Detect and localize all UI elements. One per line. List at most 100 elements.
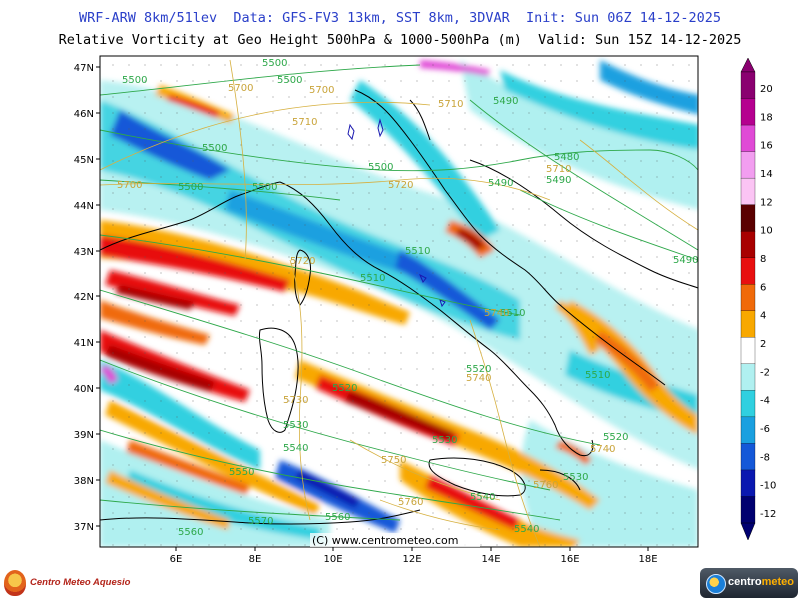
colorbar-label: -8 xyxy=(760,452,770,463)
lakes xyxy=(347,118,446,308)
lat-tick-label: 42N xyxy=(74,292,94,303)
colorbar-label: -12 xyxy=(760,509,776,520)
contour-label: 5500 xyxy=(178,182,203,193)
colorbar-swatch xyxy=(740,71,756,99)
colorbar-swatch xyxy=(740,231,756,259)
lat-tick-label: 46N xyxy=(74,109,94,120)
contour-label: 5570 xyxy=(248,516,273,527)
geopotential-500-contours xyxy=(100,64,698,521)
logo-left-text: Centro Meteo Aquesio xyxy=(30,577,131,588)
colorbar-top-arrow xyxy=(740,57,756,73)
contour-label: 5490 xyxy=(488,178,513,189)
globe-icon xyxy=(706,574,726,594)
logo-symbol-icon xyxy=(4,570,26,596)
colorbar-label: 16 xyxy=(760,141,773,152)
latitude-axis: 47N 46N 45N 44N 43N 42N 41N 40N 39N 38N … xyxy=(74,63,100,533)
colorbar-swatch xyxy=(740,416,756,444)
lat-tick-label: 44N xyxy=(74,201,94,212)
contour-label: 5540 xyxy=(470,492,495,503)
centro-meteo-aquesio-logo[interactable]: Centro Meteo Aquesio xyxy=(2,570,130,596)
contour-label: 5740 xyxy=(466,373,491,384)
coastlines xyxy=(100,89,698,525)
lon-tick-label: 12E xyxy=(402,554,421,565)
lon-tick-label: 16E xyxy=(560,554,579,565)
credit-text: (C) www.centrometeo.com xyxy=(312,534,458,547)
lat-tick-label: 43N xyxy=(74,247,94,258)
contour-label: 5750 xyxy=(381,455,406,466)
colorbar-label: -6 xyxy=(760,424,770,435)
contour-label: 5760 xyxy=(398,497,423,508)
contour-label: 5510 xyxy=(405,246,430,257)
colorbar-swatch xyxy=(740,363,756,391)
logo-right-text: centrometeo xyxy=(728,576,794,588)
colorbar-swatch xyxy=(740,443,756,471)
colorbar-label: 2 xyxy=(760,339,766,350)
contour-label: 5500 xyxy=(202,143,227,154)
contour-label: 5710 xyxy=(292,117,317,128)
lat-tick-label: 45N xyxy=(74,155,94,166)
colorbar-label: 12 xyxy=(760,197,773,208)
contour-label: 5500 xyxy=(368,162,393,173)
colorbar-label: 10 xyxy=(760,226,773,237)
contour-label: 5500 xyxy=(252,182,277,193)
contour-label: 5520 xyxy=(603,432,628,443)
colorbar-swatch xyxy=(740,124,756,153)
vorticity-field: 5500 5500 5500 5500 5500 5500 5500 5490 … xyxy=(100,56,698,547)
colorbar-label: 20 xyxy=(760,84,773,95)
colorbar-label: 8 xyxy=(760,254,766,265)
contour-label: 5730 xyxy=(283,395,308,406)
contour-label: 5740 xyxy=(484,308,509,319)
colorbar-swatch xyxy=(740,257,756,285)
colorbar-swatch xyxy=(740,98,756,126)
contour-label: 5740 xyxy=(590,444,615,455)
colorbar-swatch xyxy=(740,204,756,232)
contour-label: 5540 xyxy=(514,524,539,535)
title-line-2: Relative Vorticity at Geo Height 500hPa … xyxy=(58,32,742,48)
contour-label: 5700 xyxy=(117,180,142,191)
contour-label: 5530 xyxy=(563,472,588,483)
contour-label: 5720 xyxy=(290,256,315,267)
lat-tick-label: 39N xyxy=(74,430,94,441)
colorbar-swatch xyxy=(740,151,756,179)
colorbar-swatch xyxy=(740,469,756,497)
contour-label: 5480 xyxy=(554,152,579,163)
contour-label: 5710 xyxy=(546,164,571,175)
lat-tick-label: 47N xyxy=(74,63,94,74)
colorbar-label: 18 xyxy=(760,112,773,123)
contour-label: 5510 xyxy=(360,273,385,284)
logo-right-part-b: meteo xyxy=(761,576,795,588)
contour-label: 5490 xyxy=(673,255,698,266)
colorbar-label: -10 xyxy=(760,481,776,492)
colorbar-swatch xyxy=(740,177,756,206)
contour-label: 5490 xyxy=(546,175,571,186)
lat-tick-label: 40N xyxy=(74,384,94,395)
contour-label: 5720 xyxy=(388,180,413,191)
centrometeo-logo[interactable]: centrometeo xyxy=(700,568,798,598)
colorbar-swatch xyxy=(740,337,756,365)
contour-label: 5490 xyxy=(493,96,518,107)
contour-label: 5530 xyxy=(432,435,457,446)
contour-label: 5500 xyxy=(277,75,302,86)
colorbar-swatch xyxy=(740,496,756,524)
colorbar-label: 14 xyxy=(760,169,773,180)
title-line-1: WRF-ARW 8km/51lev Data: GFS-FV3 13km, SS… xyxy=(78,10,722,26)
colorbar-swatch xyxy=(740,284,756,312)
geopotential-labels: 5500 5500 5500 5500 5500 5500 5500 5490 … xyxy=(122,58,698,538)
colorbar-label: 4 xyxy=(760,311,766,322)
lon-tick-label: 10E xyxy=(323,554,342,565)
contour-label: 5560 xyxy=(178,527,203,538)
contour-label: 5510 xyxy=(585,370,610,381)
contour-label: 5540 xyxy=(283,443,308,454)
colorbar-swatch xyxy=(740,390,756,418)
contour-label: 5700 xyxy=(228,83,253,94)
lon-tick-label: 8E xyxy=(249,554,262,565)
contour-label: 5520 xyxy=(466,364,491,375)
lon-tick-label: 18E xyxy=(638,554,657,565)
contour-label: 5700 xyxy=(309,85,334,96)
lat-tick-label: 38N xyxy=(74,476,94,487)
colorbar-swatch xyxy=(740,310,756,338)
contour-label: 5510 xyxy=(500,308,525,319)
contour-label: 5520 xyxy=(332,383,357,394)
thickness-labels: 5700 5700 5710 5700 5720 5710 5710 5720 … xyxy=(117,83,615,508)
